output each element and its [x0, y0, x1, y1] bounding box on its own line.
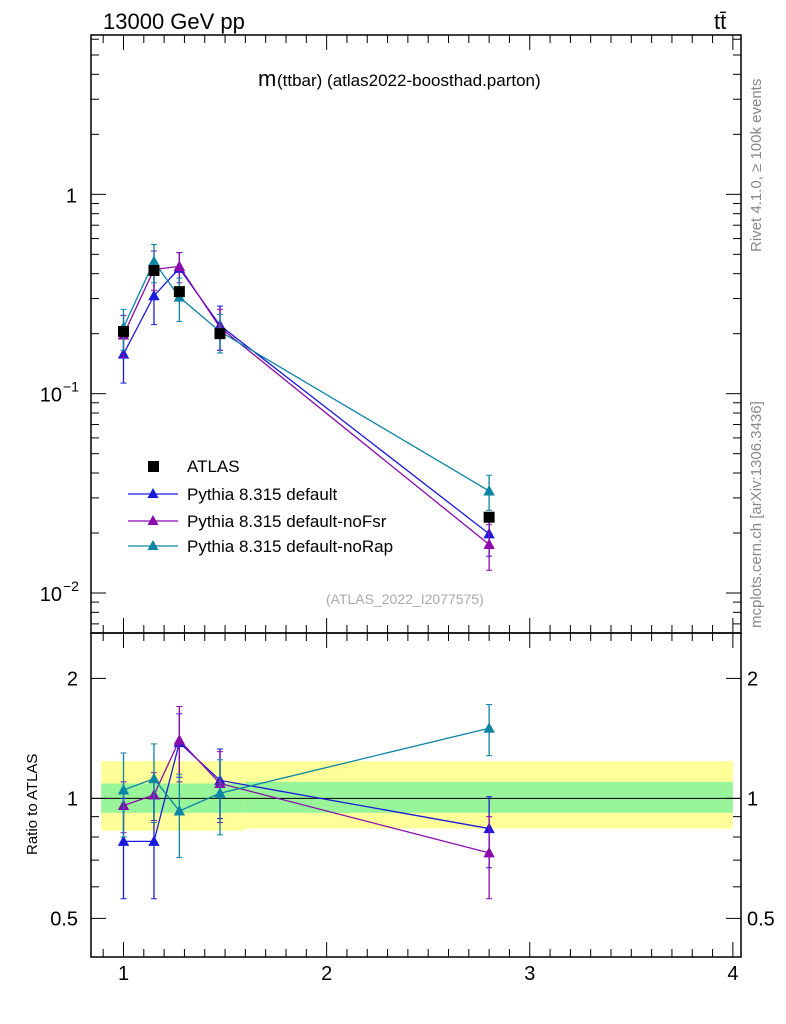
- ratio-point-2: [117, 783, 130, 795]
- series-point-2: [148, 255, 160, 267]
- main-panel: 10 −210 −11: [40, 34, 742, 634]
- atlas-data-point: [148, 264, 160, 276]
- legend-atlas-label: ATLAS: [187, 457, 240, 476]
- legend-marker-1: [147, 515, 159, 525]
- y-tick-label-exponent: −1: [63, 379, 79, 395]
- y-tick-label-ratio: 2: [67, 668, 78, 690]
- atlas-data-point: [483, 511, 495, 523]
- y-tick-label-exponent: −2: [63, 578, 79, 594]
- x-tick-label: 2: [321, 963, 332, 985]
- series-point-0: [148, 289, 160, 301]
- legend-label-0: Pythia 8.315 default: [187, 485, 338, 504]
- y-tick-label-ratio-right: 1: [747, 788, 758, 810]
- y-tick-label-ratio: 1: [67, 788, 78, 810]
- legend: ATLAS Pythia 8.315 default Pythia 8.315 …: [128, 457, 393, 556]
- legend-marker-2: [147, 540, 159, 550]
- series-point-2: [483, 484, 495, 496]
- legend-label-1: Pythia 8.315 default-noFsr: [187, 512, 387, 531]
- watermark: (ATLAS_2022_I2077575): [326, 591, 484, 607]
- x-tick-label: 4: [727, 963, 738, 985]
- y-tick-label-ratio-right: 2: [747, 668, 758, 690]
- ratio-point-0: [117, 835, 130, 846]
- chart-title-sub: (ttbar) (atlas2022-boosthad.parton): [277, 71, 541, 90]
- legend-label-2: Pythia 8.315 default-noRap: [187, 537, 393, 556]
- y-tick-label-main: 10: [40, 584, 62, 606]
- legend-marker-0: [147, 488, 159, 498]
- ratio-panel: 1 2 3 4 0.5 0.5 1 1 2 2: [50, 632, 775, 985]
- ratio-point-1: [173, 734, 186, 745]
- ratio-point-1: [483, 846, 495, 858]
- y-tick-label-ratio-right: 0.5: [747, 908, 775, 930]
- atlas-data-point: [173, 286, 185, 298]
- ratio-point-0: [148, 835, 160, 846]
- x-tick-label: 3: [524, 963, 535, 985]
- energy-label: 13000 GeV pp: [103, 9, 245, 34]
- chart-title-main: m: [258, 66, 276, 91]
- y-tick-label-main: 1: [66, 185, 77, 207]
- x-tick-label: 1: [118, 963, 129, 985]
- process-label: tt̄: [714, 9, 726, 34]
- rivet-label: Rivet 4.1.0, ≥ 100k events: [748, 79, 765, 252]
- ratio-point-2: [173, 804, 186, 816]
- ratio-point-2: [483, 722, 495, 733]
- series-point-1: [483, 538, 495, 550]
- ratio-ylabel: Ratio to ATLAS: [24, 754, 41, 855]
- atlas-data-point: [214, 328, 226, 340]
- y-tick-label-main: 10: [40, 385, 62, 407]
- ratio-point-2: [148, 772, 160, 784]
- y-tick-label-ratio: 0.5: [50, 908, 78, 930]
- ratio-frame: [90, 632, 742, 958]
- mcplots-label: mcplots.cern.ch [arXiv:1306.3436]: [748, 401, 765, 628]
- ratio-point-2: [214, 787, 226, 798]
- series-point-1: [173, 260, 186, 271]
- atlas-data-point: [118, 326, 129, 338]
- legend-atlas-marker: [148, 461, 159, 472]
